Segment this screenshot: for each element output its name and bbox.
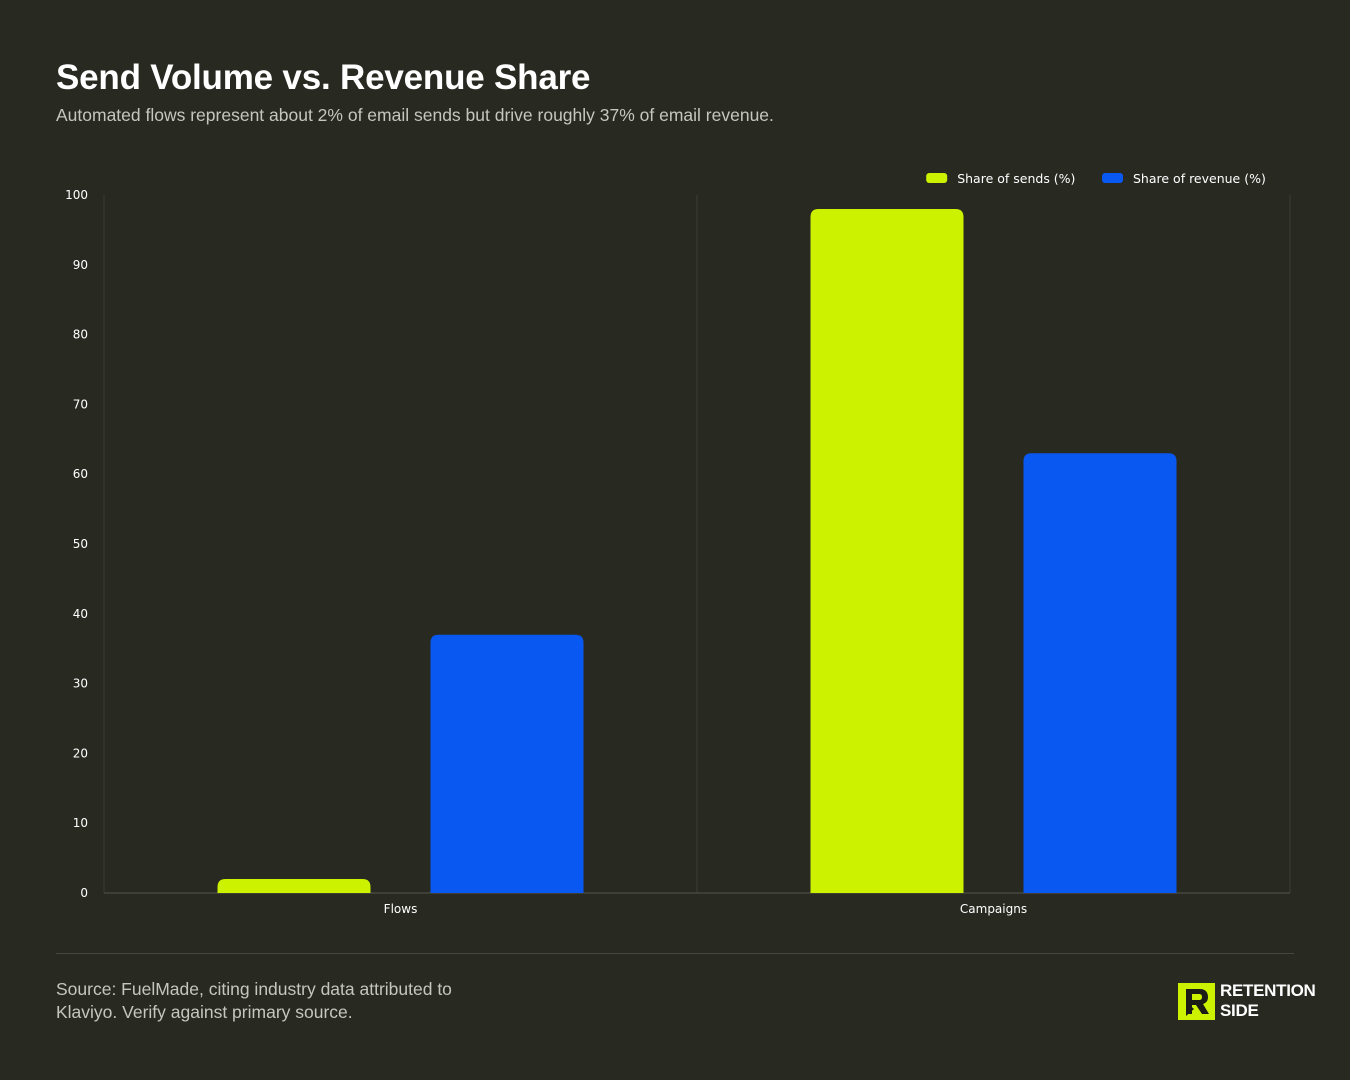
y-tick-label: 0: [80, 886, 88, 900]
x-tick-label: Flows: [384, 902, 418, 916]
logo-line-2: SIDE: [1220, 1001, 1259, 1020]
y-tick-label: 90: [73, 258, 88, 272]
legend-swatch: [926, 173, 948, 183]
brand-logo: RETENTION SIDE: [1178, 981, 1316, 1021]
legend-label: Share of revenue (%): [1133, 171, 1266, 186]
logo-wordmark: RETENTION SIDE: [1220, 981, 1316, 1021]
y-tick-label: 100: [65, 188, 88, 202]
bar-campaigns-sends: [810, 208, 964, 893]
retention-side-logo-icon: [1178, 982, 1215, 1020]
bar-chart: 0 10 20 30 40 50 60 70 80 90 100 Flows Campaigns Shar…: [65, 171, 1291, 916]
bar-flows-revenue: [430, 634, 584, 893]
y-tick-label: 30: [73, 677, 88, 691]
chart-subtitle: Automated flows represent about 2% of em…: [56, 105, 774, 125]
logo-line-1: RETENTION: [1220, 981, 1316, 1000]
source-line-1: Source: FuelMade, citing industry data a…: [56, 979, 452, 999]
y-tick-label: 60: [73, 467, 88, 481]
footer-divider: [56, 953, 1294, 954]
x-tick-label: Campaigns: [960, 902, 1027, 916]
y-tick-label: 10: [73, 816, 88, 830]
y-tick-label: 70: [73, 397, 88, 411]
chart-title: Send Volume vs. Revenue Share: [56, 58, 591, 97]
y-tick-label: 20: [73, 746, 88, 760]
bar-flows-sends: [217, 879, 371, 893]
y-tick-label: 40: [73, 607, 88, 621]
source-note: Source: FuelMade, citing industry data a…: [56, 978, 526, 1024]
y-tick-label: 80: [73, 328, 88, 342]
legend-label: Share of sends (%): [957, 171, 1075, 186]
source-line-2: Klaviyo. Verify against primary source.: [56, 1002, 353, 1022]
y-tick-label: 50: [73, 537, 88, 551]
bar-campaigns-revenue: [1023, 453, 1177, 893]
legend-swatch: [1102, 173, 1123, 183]
